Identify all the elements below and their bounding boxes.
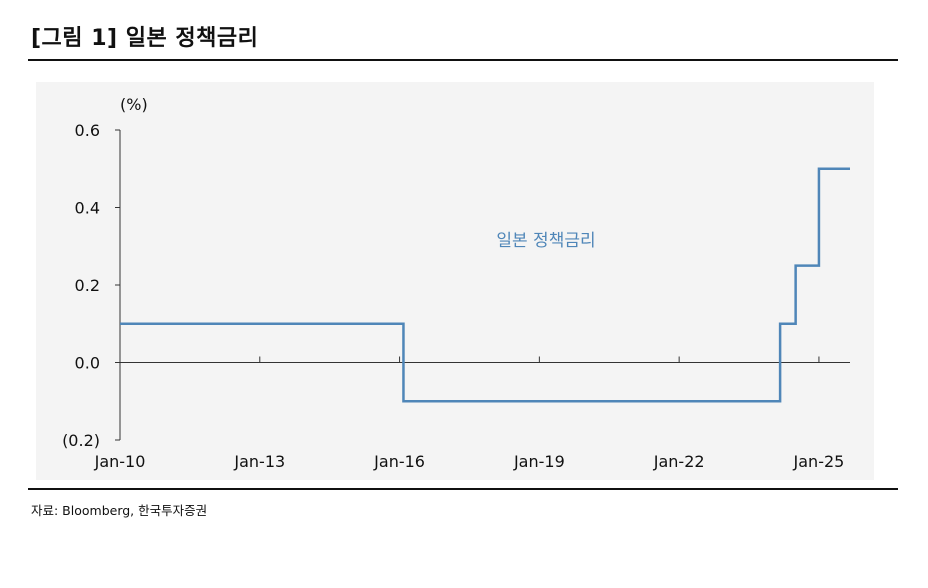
y-tick-label: 0.0 bbox=[75, 354, 100, 373]
x-tick-label: Jan-16 bbox=[373, 452, 425, 471]
footer-rule bbox=[28, 488, 898, 490]
y-tick-label: 0.2 bbox=[75, 276, 100, 295]
series-label: 일본 정책금리 bbox=[496, 231, 595, 251]
x-tick-label: Jan-10 bbox=[94, 452, 146, 471]
x-tick-label: Jan-22 bbox=[653, 452, 705, 471]
x-tick-label: Jan-13 bbox=[233, 452, 285, 471]
x-tick-label: Jan-25 bbox=[793, 452, 845, 471]
y-tick-label: 0.6 bbox=[75, 121, 100, 140]
x-tick-label: Jan-19 bbox=[513, 452, 565, 471]
y-tick-label: (0.2) bbox=[62, 431, 100, 450]
chart-series bbox=[120, 167, 850, 403]
chart-title: [그림 1] 일본 정책금리 bbox=[31, 26, 259, 51]
source-note: 자료: Bloomberg, 한국투자증권 bbox=[31, 503, 208, 518]
y-tick-label: 0.4 bbox=[75, 199, 100, 218]
chart-ticks bbox=[115, 129, 820, 441]
series-line-policy-rate bbox=[120, 167, 850, 403]
chart-axes bbox=[119, 130, 850, 440]
title-rule bbox=[28, 59, 898, 61]
chart-panel bbox=[36, 82, 874, 480]
y-unit-label: (%) bbox=[120, 95, 148, 114]
chart-labels: 0.6 0.4 0.2 0.0 (0.2) (%) Jan-10 Jan-13 Jan-16 Ja… bbox=[62, 95, 844, 471]
